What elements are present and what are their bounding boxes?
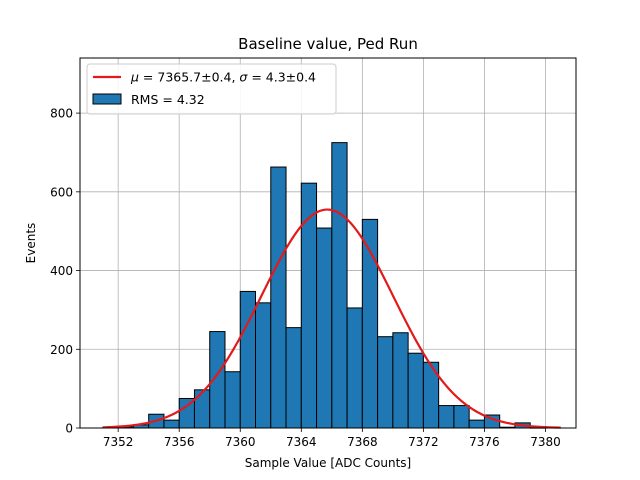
y-tick-label: 0 bbox=[65, 422, 73, 436]
histogram-bar bbox=[392, 332, 409, 429]
histogram-bar bbox=[255, 302, 272, 429]
x-axis-label: Sample Value [ADC Counts] bbox=[245, 456, 411, 470]
y-axis-ticks: 0 200 400 600 800 bbox=[50, 107, 80, 436]
fit-curve-layer bbox=[102, 208, 561, 429]
histogram-bar bbox=[316, 227, 333, 429]
histogram-bar bbox=[346, 307, 363, 429]
histogram-bar bbox=[331, 142, 348, 429]
x-tick-label: 7364 bbox=[286, 435, 317, 449]
y-tick-label: 400 bbox=[50, 264, 73, 278]
legend-mu-symbol: μ bbox=[130, 70, 139, 85]
y-tick-label: 600 bbox=[50, 185, 73, 199]
x-tick-label: 7380 bbox=[530, 435, 561, 449]
x-tick-label: 7368 bbox=[347, 435, 378, 449]
histogram-bar bbox=[285, 327, 302, 429]
legend-box bbox=[86, 63, 337, 115]
histogram-bar bbox=[193, 389, 211, 429]
x-tick-label: 7372 bbox=[408, 435, 439, 449]
histogram-bar bbox=[377, 336, 394, 429]
legend-fit-label: μ = 7365.7±0.4, σ = 4.3±0.4 bbox=[130, 70, 316, 85]
y-tick-label: 800 bbox=[50, 107, 73, 121]
histogram-bar bbox=[407, 352, 424, 429]
histogram-bar bbox=[453, 405, 470, 429]
legend-sigma-symbol: σ bbox=[239, 70, 248, 85]
histogram-bar bbox=[468, 419, 485, 429]
x-tick-label: 7356 bbox=[164, 435, 195, 449]
legend-histogram-swatch bbox=[92, 93, 122, 105]
legend: μ = 7365.7±0.4, σ = 4.3±0.4 RMS = 4.32 bbox=[86, 63, 337, 115]
histogram-bar bbox=[300, 182, 318, 429]
legend-mu-value: = 7365.7±0.4, bbox=[139, 70, 239, 85]
chart-title: Baseline value, Ped Run bbox=[238, 35, 418, 53]
plot-frame bbox=[79, 57, 577, 429]
histogram-bar bbox=[163, 419, 180, 429]
x-tick-label: 7352 bbox=[103, 435, 134, 449]
legend-histogram-label: RMS = 4.32 bbox=[131, 92, 205, 107]
x-tick-label: 7360 bbox=[225, 435, 256, 449]
legend-sigma-value: = 4.3±0.4 bbox=[247, 70, 316, 85]
histogram-bars bbox=[102, 142, 546, 429]
x-axis-ticks: 7352 7356 7360 7364 7368 7372 7376 7380 bbox=[103, 428, 561, 449]
y-axis-label: Events bbox=[24, 223, 38, 264]
histogram-bar bbox=[438, 405, 455, 429]
histogram-bar bbox=[224, 371, 241, 429]
y-tick-label: 200 bbox=[50, 343, 73, 357]
histogram-bar bbox=[270, 166, 287, 429]
gaussian-fit-curve bbox=[102, 208, 561, 429]
x-tick-label: 7376 bbox=[469, 435, 500, 449]
